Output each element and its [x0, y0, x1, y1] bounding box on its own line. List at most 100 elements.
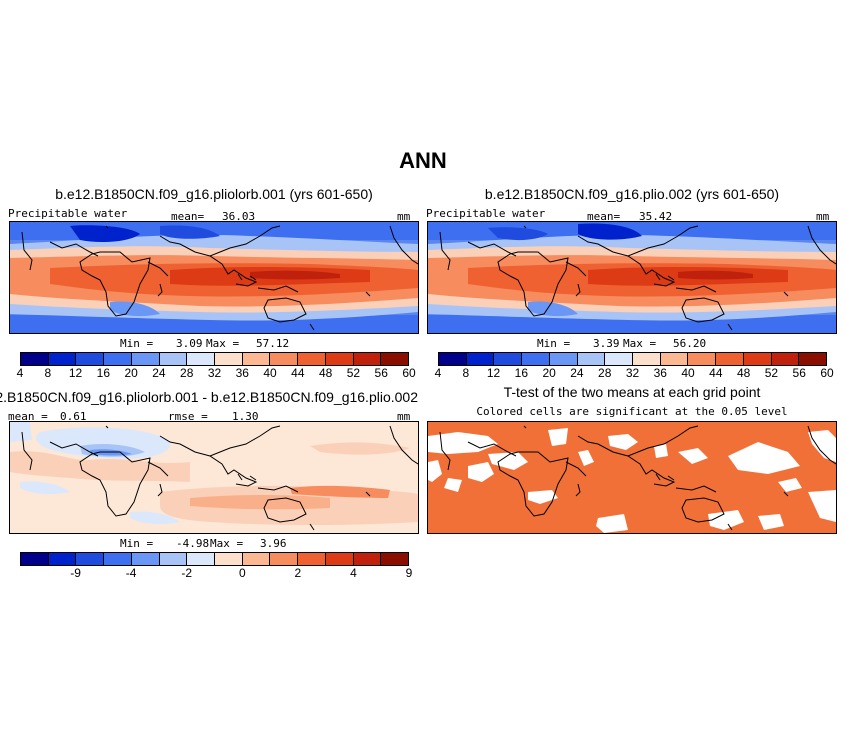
colorbar-tick-label: 0 — [238, 566, 246, 580]
colorbar-swatch — [633, 353, 661, 365]
panel2-title: b.e12.B1850CN.f09_g16.plio.002 (yrs 601-… — [484, 186, 780, 202]
colorbar-tick-label: 24 — [152, 366, 166, 380]
panel3-title: b.e12.B1850CN.f09_g16.pliolorb.001 - b.e… — [0, 389, 418, 405]
panel1-variable-label: Precipitable water — [8, 207, 128, 220]
colorbar-swatch — [242, 353, 271, 365]
panel1-max-value: 57.12 — [256, 337, 290, 350]
panel2-map — [427, 221, 837, 334]
colorbar-tick-label: 32 — [207, 366, 222, 380]
colorbar-swatch — [381, 353, 409, 365]
colorbar-tick-label: 28 — [180, 366, 194, 380]
panel2-units: mm — [816, 210, 830, 223]
colorbar-tick-label: 44 — [291, 366, 305, 380]
colorbar-tick-label: 60 — [820, 366, 834, 380]
colorbar-tick-label: 12 — [486, 366, 501, 380]
colorbar-swatch — [270, 353, 299, 365]
colorbar-swatch — [48, 353, 77, 365]
colorbar-swatch — [494, 353, 523, 365]
colorbar-swatch — [131, 553, 160, 565]
colorbar-tick-label: 40 — [681, 366, 695, 380]
colorbar-swatch — [104, 553, 132, 565]
colorbar-swatch — [660, 353, 689, 365]
colorbar-tick-label: 4 — [16, 366, 24, 380]
panel3-colorbar-ticks: -9 -4 -2 0 2 4 9 — [20, 566, 412, 582]
panel4-map-svg — [428, 422, 836, 533]
colorbar-tick-label: 56 — [792, 366, 806, 380]
panel3-max-label: Max = — [210, 537, 244, 550]
colorbar-swatch — [76, 353, 105, 365]
panel3-min-label: Min = — [120, 537, 154, 550]
colorbar-tick-label: 20 — [542, 366, 556, 380]
colorbar-swatch — [215, 553, 243, 565]
colorbar-tick-label: 56 — [374, 366, 388, 380]
panel3-rmse-label: rmse = — [168, 410, 208, 423]
colorbar-tick-label: 36 — [653, 366, 667, 380]
colorbar-swatch — [187, 353, 216, 365]
panel2-max-label: Max = — [623, 337, 657, 350]
colorbar-tick-label: 40 — [263, 366, 277, 380]
colorbar-tick-label: 2 — [294, 566, 302, 580]
panel1-map — [9, 221, 419, 334]
panel1-map-svg — [10, 222, 418, 333]
colorbar-swatch — [21, 553, 49, 565]
panel1-colorbar-ticks: 4 8 12 16 20 24 28 32 36 40 44 48 52 56 60 — [16, 366, 416, 382]
colorbar-swatch — [104, 353, 132, 365]
figure-title: ANN — [399, 148, 447, 173]
colorbar-swatch — [325, 553, 354, 565]
colorbar-tick-label: 44 — [709, 366, 723, 380]
colorbar-swatch — [76, 553, 105, 565]
colorbar-swatch — [353, 553, 382, 565]
panel3-map — [9, 421, 419, 534]
colorbar-swatch — [48, 553, 77, 565]
colorbar-swatch — [688, 353, 717, 365]
colorbar-swatch — [577, 353, 606, 365]
colorbar-swatch — [215, 353, 243, 365]
panel2-mean-value: 35.42 — [639, 210, 673, 223]
colorbar-swatch — [549, 353, 578, 365]
panel1-mean-value: 36.03 — [222, 210, 256, 223]
colorbar-swatch — [522, 353, 550, 365]
colorbar-swatch — [298, 553, 326, 565]
panel3-colorbar — [20, 552, 409, 566]
colorbar-tick-label: 52 — [764, 366, 779, 380]
colorbar-swatch — [325, 353, 354, 365]
colorbar-tick-label: -2 — [181, 566, 193, 580]
colorbar-swatch — [270, 553, 299, 565]
panel1-min-value: 3.09 — [176, 337, 203, 350]
colorbar-tick-label: 9 — [405, 566, 413, 580]
colorbar-swatch — [605, 353, 634, 365]
colorbar-swatch — [353, 353, 382, 365]
colorbar-tick-label: 60 — [402, 366, 416, 380]
colorbar-swatch — [381, 553, 409, 565]
colorbar-tick-label: 16 — [514, 366, 529, 380]
colorbar-tick-label: 24 — [570, 366, 584, 380]
colorbar-tick-label: -4 — [125, 566, 137, 580]
colorbar-swatch — [298, 353, 326, 365]
panel3-mean-value: 0.61 — [60, 410, 87, 423]
panel3-units: mm — [397, 410, 411, 423]
colorbar-swatch — [439, 353, 467, 365]
colorbar-swatch — [159, 353, 188, 365]
colorbar-tick-label: 8 — [44, 366, 52, 380]
panel4-title: T-test of the two means at each grid poi… — [503, 384, 761, 400]
panel4-map — [427, 421, 837, 534]
colorbar-swatch — [466, 353, 495, 365]
colorbar-tick-label: 28 — [598, 366, 612, 380]
colorbar-tick-label: 48 — [318, 366, 333, 380]
panel1-max-label: Max = — [206, 337, 240, 350]
colorbar-tick-label: 8 — [462, 366, 470, 380]
colorbar-tick-label: -9 — [70, 566, 81, 580]
colorbar-swatch — [716, 353, 744, 365]
colorbar-swatch — [187, 553, 216, 565]
colorbar-swatch — [771, 353, 800, 365]
panel1-units: mm — [397, 210, 411, 223]
colorbar-swatch — [131, 353, 160, 365]
panel2-min-value: 3.39 — [593, 337, 620, 350]
panel3-min-value: -4.98 — [176, 537, 210, 550]
colorbar-tick-label: 32 — [625, 366, 640, 380]
colorbar-tick-label: 48 — [736, 366, 751, 380]
panel3-title-text: b.e12.B1850CN.f09_g16.pliolorb.001 - b.e… — [0, 389, 418, 405]
colorbar-swatch — [743, 353, 772, 365]
panel3-mean-label: mean = — [8, 410, 48, 423]
colorbar-tick-label: 4 — [350, 566, 357, 580]
